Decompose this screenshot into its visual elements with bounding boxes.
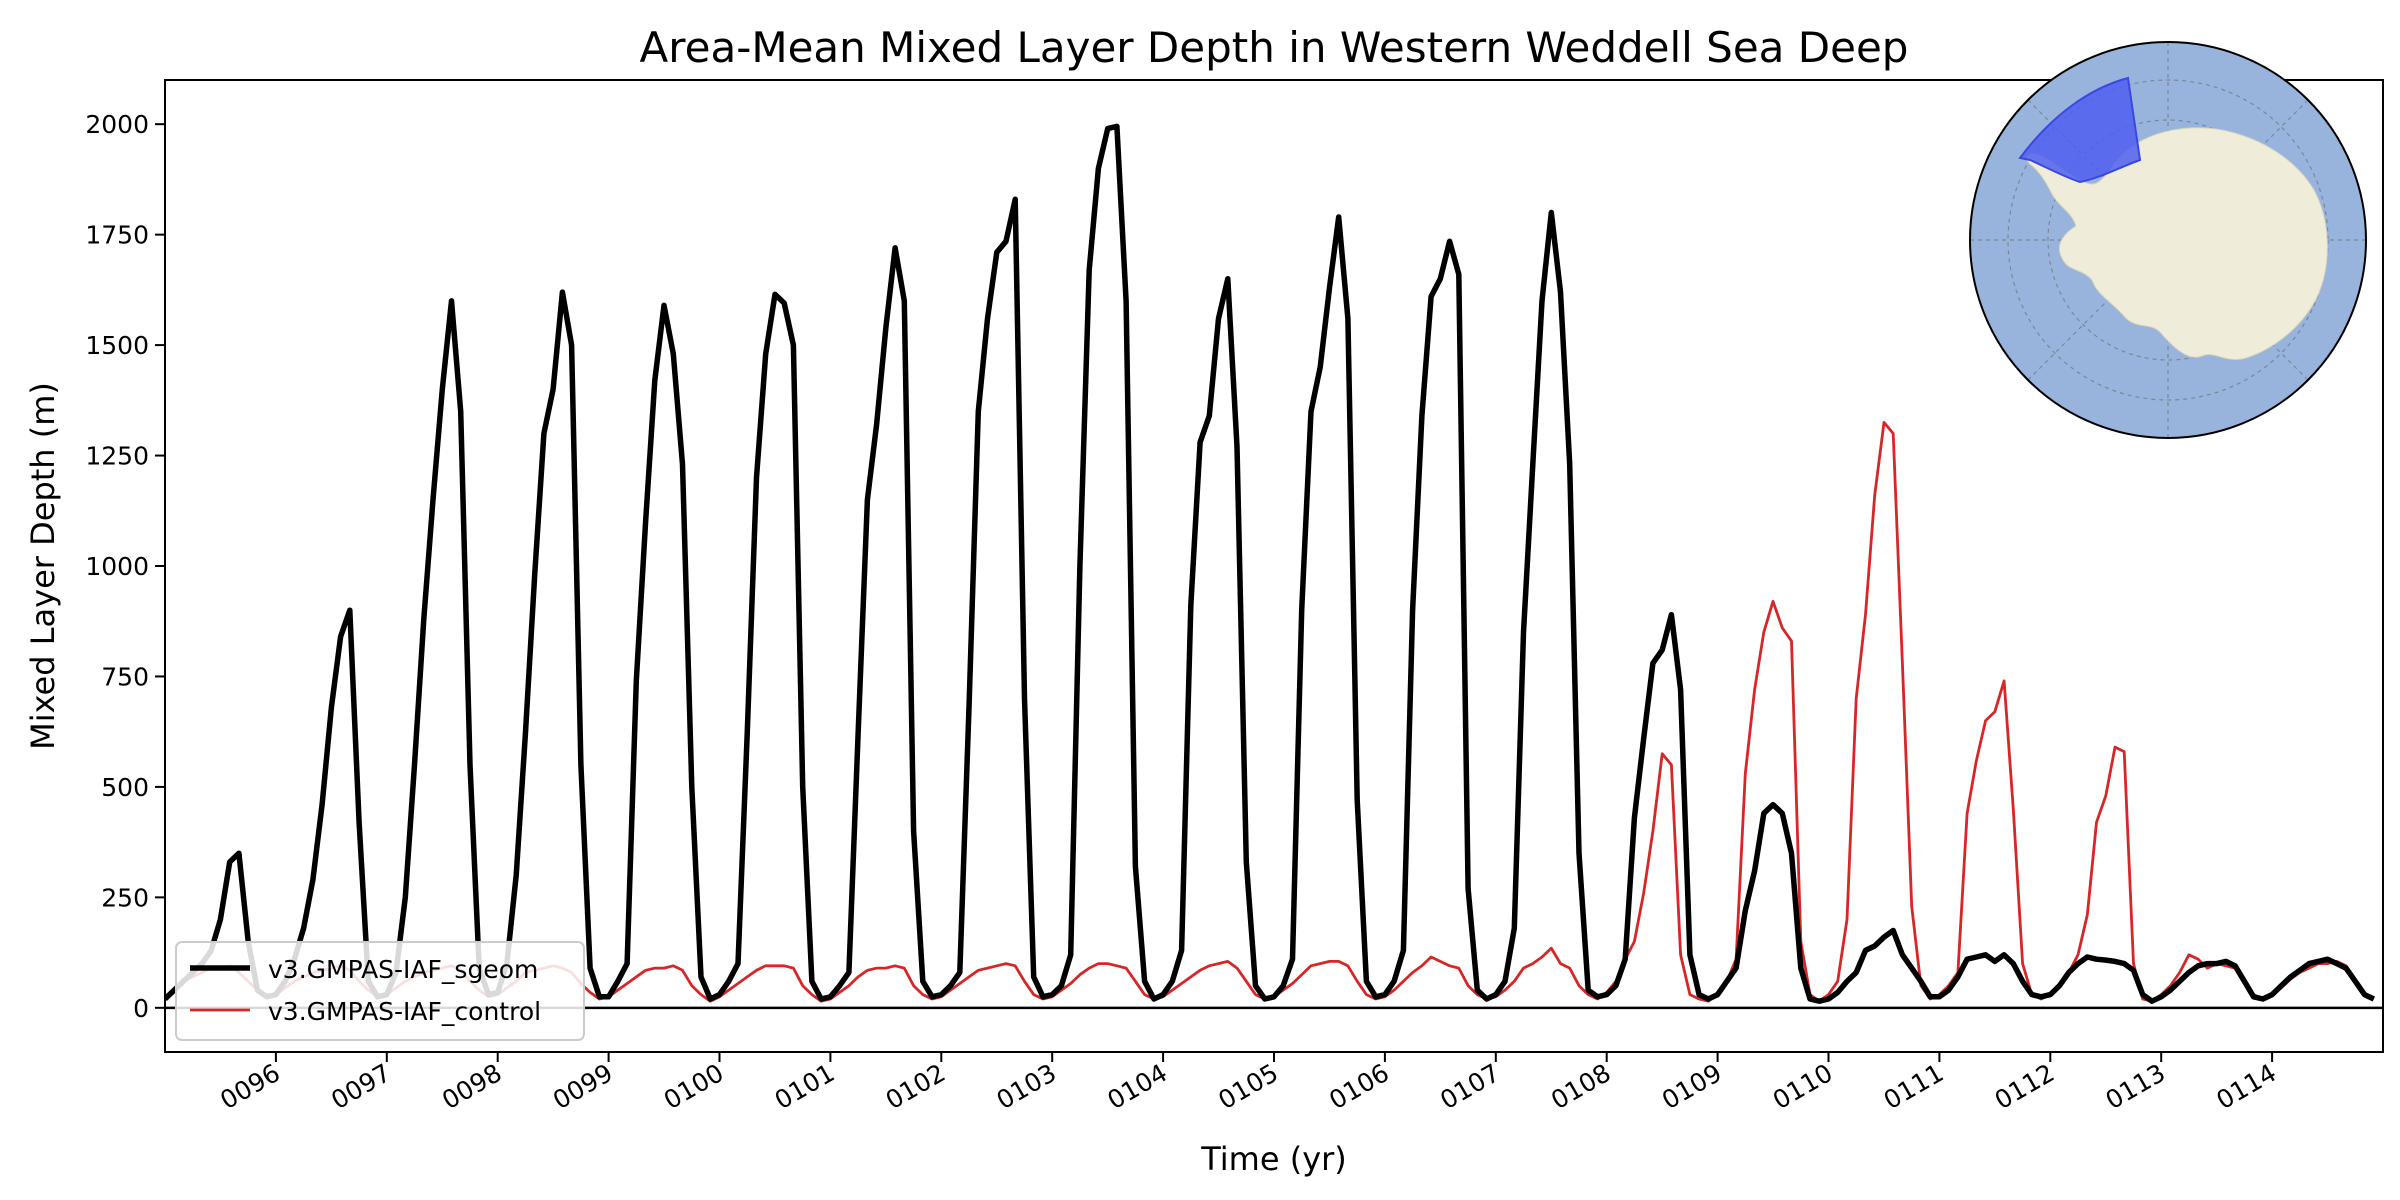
x-tick-label: 0112 <box>1990 1058 2060 1115</box>
y-tick-label: 2000 <box>85 110 149 139</box>
y-tick-label: 750 <box>101 662 149 691</box>
y-tick-label: 1250 <box>85 442 149 471</box>
legend-label-sgeom: v3.GMPAS-IAF_sgeom <box>268 955 538 984</box>
legend: v3.GMPAS-IAF_sgeom v3.GMPAS-IAF_control <box>175 941 585 1041</box>
x-tick-label: 0098 <box>437 1058 507 1115</box>
y-tick-label: 250 <box>101 883 149 912</box>
x-tick-label: 0114 <box>2211 1058 2281 1115</box>
x-tick-label: 0113 <box>2101 1058 2171 1115</box>
chart-title: Area-Mean Mixed Layer Depth in Western W… <box>640 23 1909 72</box>
x-tick-label: 0099 <box>548 1058 618 1115</box>
x-tick-label: 0105 <box>1213 1058 1283 1115</box>
x-tick-label: 0106 <box>1324 1058 1394 1115</box>
x-axis-ticks: 0096 0097 0098 0099 0100 0101 0102 0103 0104 0105… <box>215 1052 2281 1115</box>
series-line-sgeom <box>165 123 2375 1004</box>
y-tick-label: 1000 <box>85 552 149 581</box>
y-axis-label: Mixed Layer Depth (m) <box>24 382 62 750</box>
weddell-region <box>2018 76 2142 184</box>
plot-frame <box>164 79 2384 1053</box>
x-tick-label: 0097 <box>326 1058 396 1115</box>
x-tick-label: 0109 <box>1657 1058 1727 1115</box>
x-tick-label: 0101 <box>770 1058 840 1115</box>
x-tick-label: 0103 <box>992 1058 1062 1115</box>
x-tick-label: 0108 <box>1546 1058 1616 1115</box>
y-tick-label: 1500 <box>85 331 149 360</box>
y-axis-ticks: 0 250 500 750 1000 1250 1500 1750 2000 <box>85 110 165 1023</box>
x-tick-label: 0100 <box>659 1058 729 1115</box>
x-axis-label: Time (yr) <box>1200 1140 1347 1178</box>
x-tick-label: 0111 <box>1879 1058 1949 1115</box>
y-tick-label: 1750 <box>85 221 149 250</box>
inset-map <box>1969 41 2367 439</box>
legend-label-control: v3.GMPAS-IAF_control <box>268 997 541 1026</box>
x-tick-label: 0104 <box>1102 1058 1172 1115</box>
legend-box <box>175 941 585 1041</box>
x-tick-label: 0107 <box>1435 1058 1505 1115</box>
y-tick-label: 500 <box>101 773 149 802</box>
x-tick-label: 0102 <box>881 1058 951 1115</box>
x-tick-label: 0110 <box>1768 1058 1838 1115</box>
y-tick-label: 0 <box>133 994 149 1023</box>
x-tick-label: 0096 <box>215 1058 285 1115</box>
map-border <box>1969 41 2367 439</box>
